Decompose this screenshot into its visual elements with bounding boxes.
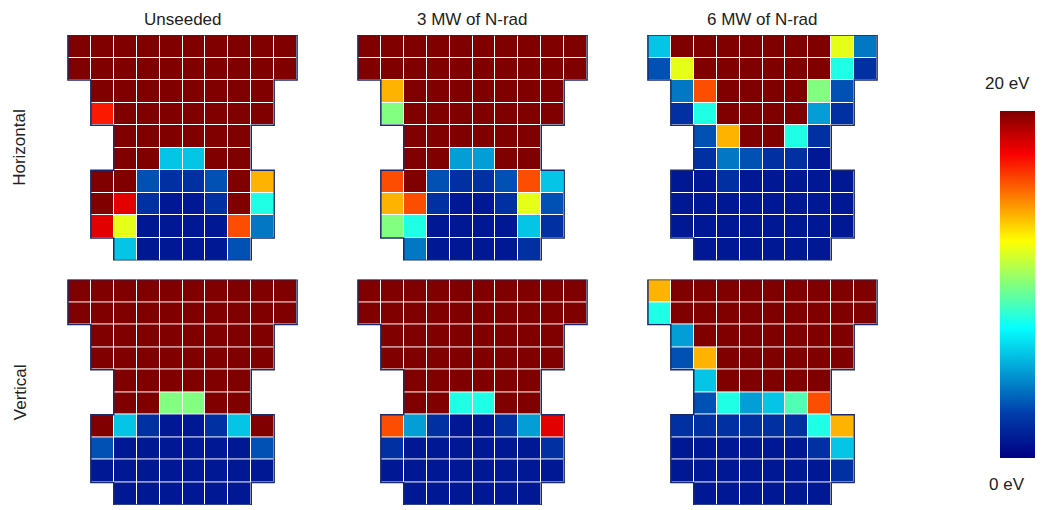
svg-text:20 eV: 20 eV	[985, 74, 1030, 93]
svg-text:3 MW of N-rad: 3 MW of N-rad	[417, 10, 528, 29]
svg-text:Vertical: Vertical	[11, 364, 30, 420]
svg-text:0 eV: 0 eV	[989, 475, 1025, 494]
svg-text:6 MW of N-rad: 6 MW of N-rad	[707, 10, 818, 29]
svg-text:Horizontal: Horizontal	[10, 109, 29, 186]
svg-text:Unseeded: Unseeded	[144, 10, 222, 29]
